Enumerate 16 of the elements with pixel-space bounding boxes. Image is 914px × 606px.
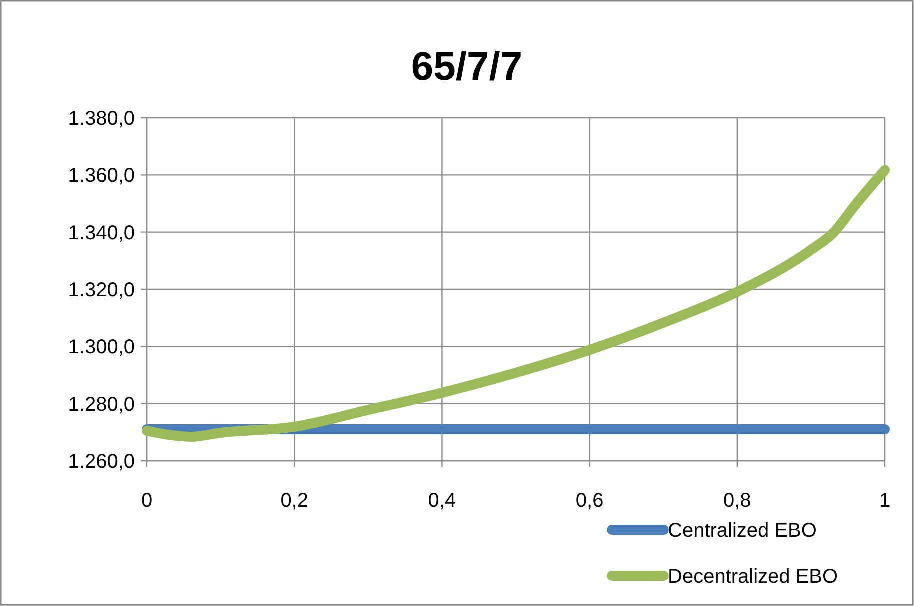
y-tick-label: 1.380,0 — [68, 108, 135, 130]
x-tick-label: 0,2 — [280, 490, 309, 512]
legend-label: Centralized EBO — [668, 520, 817, 542]
y-tick-label: 1.320,0 — [68, 280, 135, 302]
chart-title: 65/7/7 — [411, 45, 523, 89]
x-tick-label: 0 — [141, 490, 153, 512]
y-tick-label: 1.300,0 — [68, 336, 135, 359]
legend-label: Decentralized EBO — [668, 566, 838, 588]
x-tick-label: 1 — [879, 490, 891, 512]
x-tick-label: 0,4 — [428, 490, 456, 512]
y-tick-label: 1.280,0 — [68, 394, 135, 416]
y-tick-label: 1.260,0 — [68, 451, 135, 473]
x-tick-label: 0,6 — [576, 490, 604, 512]
y-tick-label: 1.360,0 — [68, 165, 135, 188]
y-tick-label: 1.340,0 — [68, 222, 135, 244]
x-tick-label: 0,8 — [723, 490, 752, 512]
